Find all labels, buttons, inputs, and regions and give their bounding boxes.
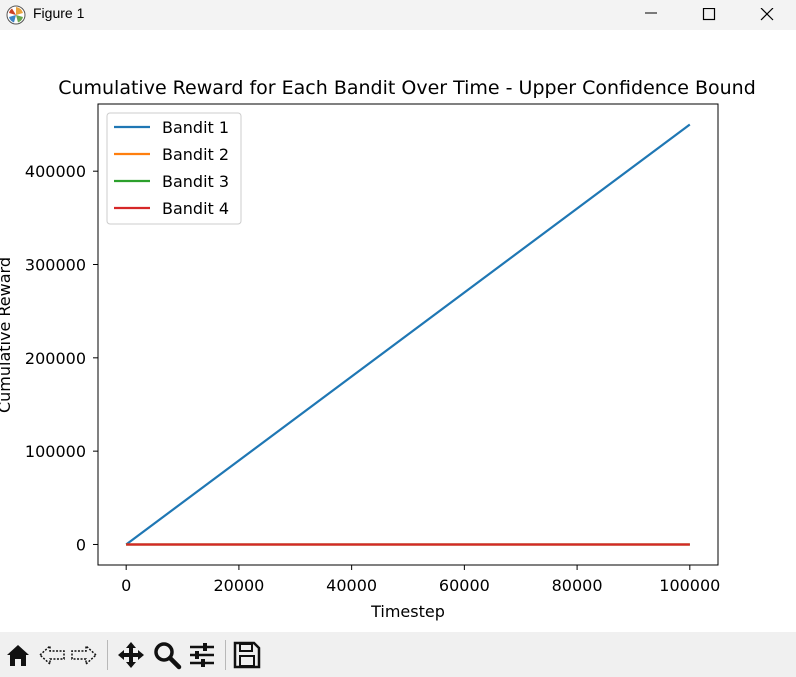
legend-label: Bandit 4 bbox=[162, 199, 229, 218]
series-line-1 bbox=[125, 123, 691, 546]
y-axis-label: Cumulative Reward bbox=[0, 257, 14, 413]
legend-label: Bandit 1 bbox=[162, 118, 229, 137]
pan-icon bbox=[118, 642, 144, 668]
zoom-button[interactable] bbox=[152, 640, 182, 670]
maximize-button[interactable] bbox=[680, 0, 738, 30]
y-axis-ticks: 0 100000 200000 300000 400000 bbox=[25, 162, 98, 554]
line-chart: Cumulative Reward for Each Bandit Over T… bbox=[0, 77, 756, 621]
configure-subplots-button[interactable] bbox=[187, 640, 217, 670]
series-lines bbox=[125, 123, 691, 546]
y-tick-label: 400000 bbox=[25, 162, 86, 181]
matplotlib-app-icon bbox=[6, 5, 26, 25]
axes-frame bbox=[97, 103, 719, 566]
x-tick-label: 40000 bbox=[326, 576, 377, 595]
window-title: Figure 1 bbox=[33, 5, 85, 21]
save-button[interactable] bbox=[232, 640, 262, 670]
chart-title: Cumulative Reward for Each Bandit Over T… bbox=[58, 77, 756, 99]
y-tick-label: 0 bbox=[76, 535, 86, 554]
forward-icon bbox=[71, 644, 98, 666]
minimize-icon bbox=[645, 12, 657, 14]
legend-label: Bandit 3 bbox=[162, 172, 229, 191]
zoom-icon bbox=[154, 642, 182, 670]
back-button[interactable] bbox=[37, 640, 67, 670]
x-tick-label: 80000 bbox=[552, 576, 603, 595]
x-tick-label: 20000 bbox=[213, 576, 264, 595]
close-icon bbox=[760, 8, 774, 21]
navigation-toolbar bbox=[0, 632, 796, 677]
legend: Bandit 1 Bandit 2 Bandit 3 Bandit 4 bbox=[106, 112, 242, 225]
maximize-icon bbox=[702, 8, 716, 21]
x-axis-ticks: 0 20000 40000 60000 80000 100000 bbox=[121, 565, 720, 595]
back-icon bbox=[38, 644, 65, 666]
window-titlebar: Figure 1 bbox=[0, 0, 796, 30]
forward-button[interactable] bbox=[69, 640, 99, 670]
figure-canvas[interactable]: Cumulative Reward for Each Bandit Over T… bbox=[0, 30, 796, 632]
home-button[interactable] bbox=[3, 640, 33, 670]
home-icon bbox=[7, 645, 29, 666]
close-button[interactable] bbox=[738, 0, 796, 30]
configure-icon bbox=[190, 643, 214, 667]
pan-button[interactable] bbox=[116, 640, 146, 670]
x-axis-label: Timestep bbox=[370, 602, 445, 621]
y-tick-label: 300000 bbox=[25, 256, 86, 275]
x-tick-label: 100000 bbox=[659, 576, 720, 595]
save-icon bbox=[233, 641, 261, 669]
y-tick-label: 100000 bbox=[25, 442, 86, 461]
toolbar-separator bbox=[225, 640, 226, 670]
toolbar-separator bbox=[107, 640, 108, 670]
x-tick-label: 60000 bbox=[439, 576, 490, 595]
x-tick-label: 0 bbox=[121, 576, 131, 595]
minimize-button[interactable] bbox=[622, 0, 680, 30]
y-tick-label: 200000 bbox=[25, 349, 86, 368]
legend-label: Bandit 2 bbox=[162, 145, 229, 164]
legend-box bbox=[106, 112, 242, 225]
